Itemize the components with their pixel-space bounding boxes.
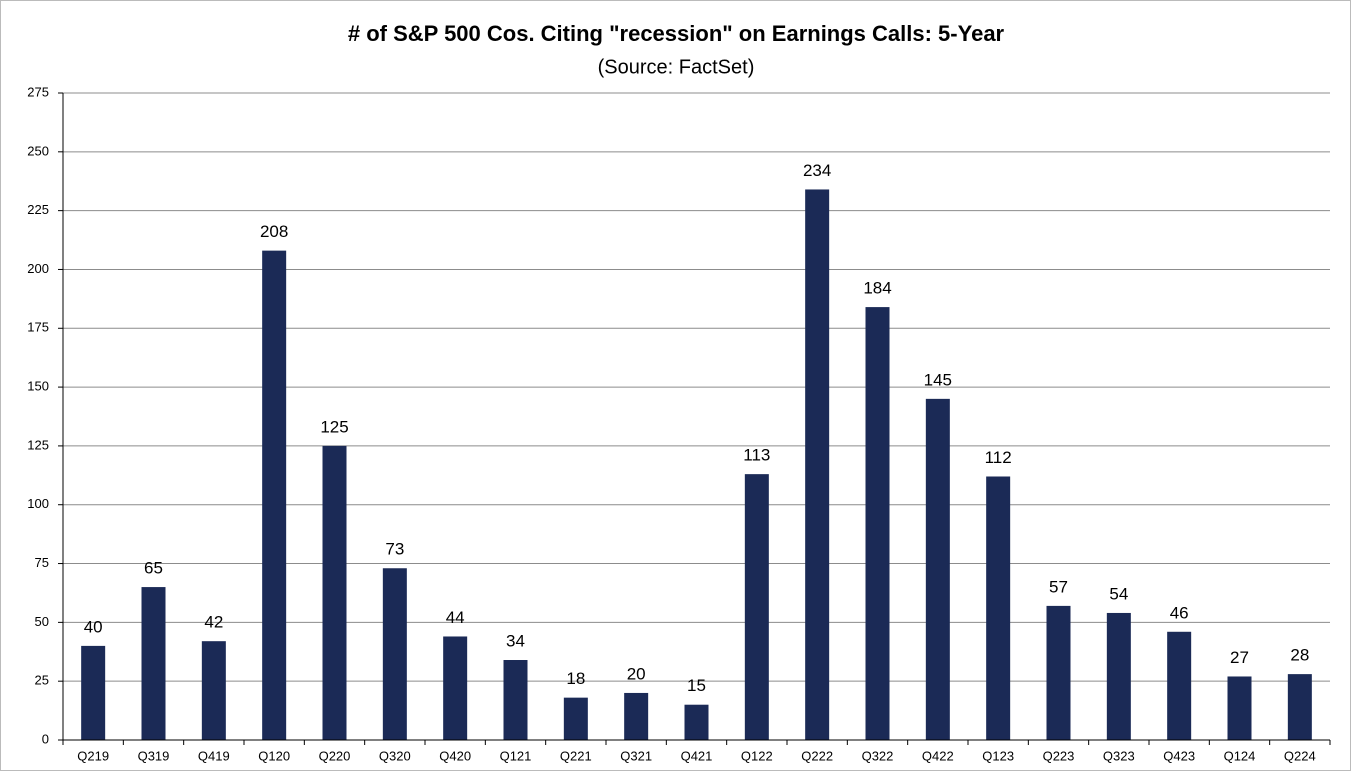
x-tick-label: Q122: [741, 748, 773, 763]
data-label: 15: [687, 676, 706, 695]
chart-subtitle: (Source: FactSet): [598, 56, 755, 78]
y-tick-label: 25: [35, 673, 49, 688]
bar: [201, 641, 226, 740]
bar: [684, 704, 709, 740]
bar: [443, 636, 468, 740]
bar: [1287, 674, 1312, 740]
x-tick-label: Q222: [801, 748, 833, 763]
data-label: 54: [1109, 584, 1128, 603]
data-label: 18: [566, 669, 585, 688]
bar: [503, 660, 528, 740]
data-label: 145: [924, 370, 952, 389]
y-tick-label: 50: [35, 614, 49, 629]
y-tick-label: 200: [27, 261, 49, 276]
data-label: 42: [204, 613, 223, 632]
data-label: 125: [320, 417, 348, 436]
y-tick-label: 0: [42, 731, 49, 746]
y-tick-label: 150: [27, 379, 49, 394]
bar: [1046, 605, 1071, 740]
bar: [563, 697, 588, 740]
y-tick-label: 100: [27, 496, 49, 511]
y-tick-label: 125: [27, 437, 49, 452]
data-label: 113: [743, 446, 770, 465]
data-label: 57: [1049, 577, 1068, 596]
bar: [81, 645, 106, 740]
y-tick-label: 250: [27, 143, 49, 158]
data-label: 44: [446, 608, 465, 627]
x-tick-label: Q421: [681, 748, 713, 763]
data-label: 112: [985, 448, 1012, 467]
bar: [322, 445, 347, 740]
chart-title: # of S&P 500 Cos. Citing "recession" on …: [348, 21, 1005, 46]
y-tick-label: 275: [27, 84, 49, 99]
y-tick-label: 75: [35, 555, 49, 570]
x-tick-label: Q121: [500, 748, 532, 763]
data-label: 184: [863, 279, 891, 298]
x-tick-label: Q120: [258, 748, 290, 763]
x-tick-label: Q320: [379, 748, 411, 763]
bar: [1167, 631, 1192, 740]
bar: [382, 568, 407, 740]
bar: [1106, 612, 1131, 740]
y-tick-label: 175: [27, 320, 49, 335]
bar: [986, 476, 1011, 740]
x-tick-label: Q123: [982, 748, 1014, 763]
x-tick-label: Q219: [77, 748, 109, 763]
x-tick-label: Q420: [439, 748, 471, 763]
x-tick-label: Q319: [138, 748, 170, 763]
data-label: 234: [803, 161, 831, 180]
x-tick-label: Q221: [560, 748, 592, 763]
bar: [1227, 676, 1252, 740]
bar: [925, 398, 950, 740]
x-tick-label: Q419: [198, 748, 230, 763]
x-tick-label: Q323: [1103, 748, 1135, 763]
x-tick-label: Q422: [922, 748, 954, 763]
data-label: 40: [84, 617, 103, 636]
x-tick-label: Q223: [1043, 748, 1075, 763]
bar: [262, 250, 287, 740]
data-label: 46: [1170, 603, 1189, 622]
data-label: 28: [1290, 646, 1309, 665]
x-tick-label: Q321: [620, 748, 652, 763]
data-label: 20: [627, 664, 646, 683]
x-tick-label: Q220: [319, 748, 351, 763]
bar: [865, 307, 890, 740]
x-tick-label: Q224: [1284, 748, 1316, 763]
x-tick-label: Q124: [1224, 748, 1256, 763]
bar: [141, 587, 166, 740]
bar: [805, 189, 830, 741]
data-label: 65: [144, 559, 163, 578]
data-label: 34: [506, 631, 525, 650]
x-tick-label: Q322: [862, 748, 894, 763]
y-tick-label: 225: [27, 202, 49, 217]
data-label: 27: [1230, 648, 1249, 667]
data-label: 208: [260, 222, 288, 241]
bar: [744, 474, 769, 740]
x-tick-label: Q423: [1163, 748, 1195, 763]
bar: [624, 692, 649, 740]
data-label: 73: [385, 540, 404, 559]
